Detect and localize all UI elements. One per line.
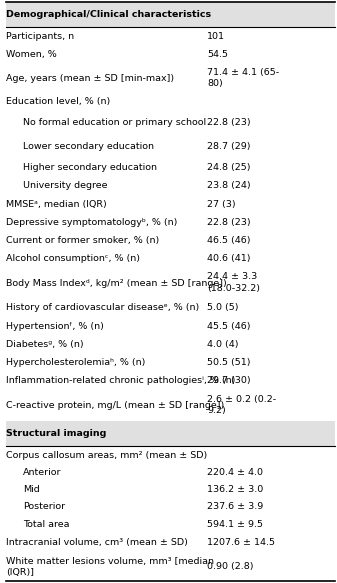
Text: 136.2 ± 3.0: 136.2 ± 3.0	[207, 484, 264, 494]
Text: Body Mass Indexᵈ, kg/m² (mean ± SD [range]): Body Mass Indexᵈ, kg/m² (mean ± SD [rang…	[6, 279, 227, 288]
Text: 46.5 (46): 46.5 (46)	[207, 236, 251, 245]
Text: 40.6 (41): 40.6 (41)	[207, 254, 251, 263]
Text: Women, %: Women, %	[6, 50, 57, 59]
Text: 27 (3): 27 (3)	[207, 199, 236, 209]
Text: Demographical/Clinical characteristics: Demographical/Clinical characteristics	[6, 10, 211, 19]
Text: White matter lesions volume, mm³ [median
(IQR)]: White matter lesions volume, mm³ [median…	[6, 557, 214, 577]
Text: Inflammation-related chronic pathologiesⁱ, % (n): Inflammation-related chronic pathologies…	[6, 376, 236, 385]
Text: Mid: Mid	[23, 484, 40, 494]
Text: Diabetesᵍ, % (n): Diabetesᵍ, % (n)	[6, 340, 84, 349]
Text: 237.6 ± 3.9: 237.6 ± 3.9	[207, 502, 264, 511]
Text: Alcohol consumptionᶜ, % (n): Alcohol consumptionᶜ, % (n)	[6, 254, 140, 263]
Text: 0.90 (2.8): 0.90 (2.8)	[207, 562, 254, 571]
Text: 29.7 (30): 29.7 (30)	[207, 376, 251, 385]
Text: 45.5 (46): 45.5 (46)	[207, 322, 251, 331]
Text: Intracranial volume, cm³ (mean ± SD): Intracranial volume, cm³ (mean ± SD)	[6, 539, 188, 547]
Text: Current or former smoker, % (n): Current or former smoker, % (n)	[6, 236, 159, 245]
Text: MMSEᵃ, median (IQR): MMSEᵃ, median (IQR)	[6, 199, 107, 209]
Text: 23.8 (24): 23.8 (24)	[207, 181, 251, 190]
Text: Posterior: Posterior	[23, 502, 65, 511]
Text: 28.7 (29): 28.7 (29)	[207, 142, 251, 151]
Text: 54.5: 54.5	[207, 50, 228, 59]
Text: Hypertensionᶠ, % (n): Hypertensionᶠ, % (n)	[6, 322, 104, 331]
Text: 594.1 ± 9.5: 594.1 ± 9.5	[207, 520, 263, 529]
Bar	[6, 421, 335, 447]
Text: 24.8 (25): 24.8 (25)	[207, 163, 251, 172]
Text: 2.6 ± 0.2 (0.2-
9.2): 2.6 ± 0.2 (0.2- 9.2)	[207, 395, 276, 415]
Text: Participants, n: Participants, n	[6, 32, 74, 41]
Bar	[6, 2, 335, 27]
Text: 1207.6 ± 14.5: 1207.6 ± 14.5	[207, 539, 275, 547]
Text: Corpus callosum areas, mm² (mean ± SD): Corpus callosum areas, mm² (mean ± SD)	[6, 451, 207, 460]
Text: 22.8 (23): 22.8 (23)	[207, 118, 251, 128]
Text: 50.5 (51): 50.5 (51)	[207, 358, 251, 367]
Text: No formal education or primary school: No formal education or primary school	[23, 118, 206, 128]
Text: Anterior: Anterior	[23, 468, 61, 477]
Text: 220.4 ± 4.0: 220.4 ± 4.0	[207, 468, 263, 477]
Text: Education level, % (n): Education level, % (n)	[6, 97, 110, 107]
Text: 24.4 ± 3.3
(18.0-32.2): 24.4 ± 3.3 (18.0-32.2)	[207, 272, 260, 293]
Text: History of cardiovascular diseaseᵉ, % (n): History of cardiovascular diseaseᵉ, % (n…	[6, 303, 199, 312]
Text: Higher secondary education: Higher secondary education	[23, 163, 157, 172]
Text: 71.4 ± 4.1 (65-
80): 71.4 ± 4.1 (65- 80)	[207, 68, 279, 89]
Text: 22.8 (23): 22.8 (23)	[207, 218, 251, 227]
Text: Age, years (mean ± SD [min-max]): Age, years (mean ± SD [min-max])	[6, 74, 174, 83]
Text: University degree: University degree	[23, 181, 108, 190]
Text: Depressive symptomatologyᵇ, % (n): Depressive symptomatologyᵇ, % (n)	[6, 218, 178, 227]
Text: Lower secondary education: Lower secondary education	[23, 142, 154, 151]
Text: 5.0 (5): 5.0 (5)	[207, 303, 239, 312]
Text: 101: 101	[207, 32, 225, 41]
Text: Hypercholesterolemiaʰ, % (n): Hypercholesterolemiaʰ, % (n)	[6, 358, 146, 367]
Text: Total area: Total area	[23, 520, 69, 529]
Text: 4.0 (4): 4.0 (4)	[207, 340, 239, 349]
Text: C-reactive protein, mg/L (mean ± SD [range]): C-reactive protein, mg/L (mean ± SD [ran…	[6, 401, 224, 410]
Text: Structural imaging: Structural imaging	[6, 429, 106, 438]
